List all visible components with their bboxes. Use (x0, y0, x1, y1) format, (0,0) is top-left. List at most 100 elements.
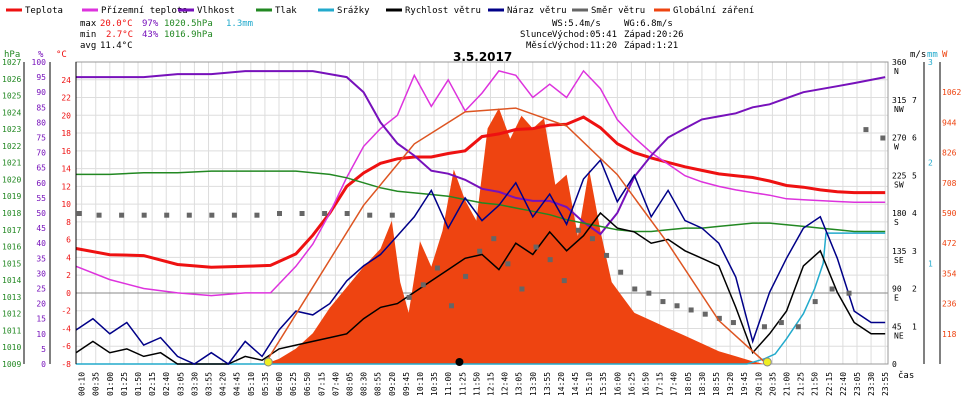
series-p-zemn-teplota (75, 69, 886, 297)
wind-dir-tick-label: N (894, 67, 899, 76)
pressure-tick-label: 1011 (2, 326, 21, 335)
point-smer-vetru (863, 127, 869, 133)
series-sr-ky (76, 232, 886, 365)
unit-hpa: hPa (4, 50, 20, 60)
sun-marker-icon (762, 357, 772, 367)
point-smer-vetru (96, 212, 102, 218)
stat-max-label: max (80, 19, 97, 29)
radiation-tick-label: 118 (942, 330, 957, 339)
point-smer-vetru (463, 273, 469, 279)
x-tick-label: 18:05 (684, 372, 693, 396)
x-tick-label: 12:15 (486, 372, 495, 396)
pressure-tick-label: 1009 (2, 360, 21, 369)
x-tick-label: 18:30 (698, 372, 707, 396)
x-tick-label: 04:45 (233, 372, 242, 396)
x-tick-label: 01:00 (106, 372, 115, 396)
humidity-tick-label: 15 (36, 315, 46, 324)
stat-max-hum: 97% (142, 19, 159, 29)
wind-speed-tick-label: 4 (912, 209, 917, 218)
temperature-tick-label: 8 (66, 218, 71, 227)
humidity-tick-label: 45 (36, 224, 46, 233)
x-tick-label: 16:25 (627, 372, 636, 396)
series-tlak (76, 170, 886, 233)
x-tick-label: 10:35 (430, 372, 439, 396)
point-smer-vetru (519, 286, 525, 292)
pressure-tick-label: 1019 (2, 192, 21, 201)
x-tick-label: 21:00 (783, 372, 792, 396)
humidity-tick-label: 85 (36, 103, 46, 112)
humidity-tick-label: 50 (36, 209, 46, 218)
point-smer-vetru (505, 261, 511, 267)
x-tick-label: 00:35 (92, 372, 101, 396)
humidity-tick-label: 70 (36, 149, 46, 158)
x-tick-label: 15:10 (585, 372, 594, 396)
clear-sky-curve (264, 107, 768, 365)
x-tick-label: 04:20 (219, 372, 228, 396)
x-tick-label: 01:50 (134, 372, 143, 396)
x-tick-label: 08:55 (374, 372, 383, 396)
legend-label: Směr větru (591, 6, 645, 16)
temperature-tick-label: 6 (66, 236, 71, 245)
wind-speed-tick-label: 7 (912, 96, 917, 105)
point-smer-vetru (164, 212, 170, 218)
radiation-tick-label: 826 (942, 149, 957, 158)
legend-item-vlhkost: Vlhkost (178, 6, 235, 16)
wind-dir-tick-label: 315 (892, 96, 907, 105)
x-tick-label: 10:10 (416, 372, 425, 396)
stat-max-rain: 1.3mm (226, 19, 253, 29)
temperature-tick-label: 14 (61, 165, 71, 174)
radiation-tick-label: 944 (942, 118, 957, 127)
x-tick-label: 19:20 (726, 372, 735, 396)
temperature-tick-label: -4 (61, 324, 71, 333)
legend-item-tlak: Tlak (256, 6, 297, 16)
x-tick-label: 03:30 (190, 372, 199, 396)
humidity-tick-label: 90 (36, 88, 46, 97)
pressure-tick-label: 1022 (2, 142, 21, 151)
temperature-tick-label: 4 (66, 253, 71, 262)
point-smer-vetru (646, 290, 652, 296)
x-tick-label: 13:55 (543, 372, 552, 396)
stat-avg-label: avg (80, 41, 96, 51)
humidity-tick-label: 100 (32, 58, 47, 67)
wind-dir-tick-label: NW (894, 105, 904, 114)
wind-dir-tick-label: 45 (892, 322, 902, 331)
pressure-tick-label: 1026 (2, 75, 21, 84)
x-tick-label: 07:15 (317, 372, 326, 396)
rain-tick-label: 1 (928, 259, 933, 268)
pressure-tick-label: 1024 (2, 108, 21, 117)
temperature-tick-label: 16 (61, 147, 71, 156)
point-smer-vetru (277, 211, 282, 216)
legend-label: Náraz větru (507, 6, 567, 16)
point-smer-vetru (367, 212, 373, 218)
legend-label: Přízemní teplota (101, 6, 188, 16)
x-tick-label: 20:35 (768, 372, 777, 396)
astro-info: WS:5.4m/s WG:6.8m/s Slunce Východ:05:41 … (520, 19, 684, 51)
moon-marker-icon (455, 358, 464, 366)
wind-dir-tick-label: SW (894, 180, 904, 189)
humidity-tick-label: 55 (36, 194, 46, 203)
pressure-tick-label: 1018 (2, 209, 21, 218)
pressure-tick-label: 1021 (2, 159, 21, 168)
unit-mm: mm (927, 50, 938, 60)
x-tick-label: 14:45 (571, 372, 580, 396)
radiation-layer (264, 108, 764, 364)
temperature-tick-label: 12 (61, 182, 71, 191)
x-tick-label: 23:30 (867, 372, 876, 396)
legend-item-prizemni-teplota: Přízemní teplota (82, 6, 188, 16)
wind-wg: WG:6.8m/s (624, 19, 673, 29)
wind-dir-tick-label: 135 (892, 247, 907, 256)
temperature-tick-label: 18 (61, 129, 71, 138)
x-tick-label: 15:35 (599, 372, 608, 396)
legend-label: Rychlost větru (405, 6, 481, 16)
x-tick-label: 05:35 (261, 372, 270, 396)
x-tick-label: 06:00 (275, 372, 284, 396)
moon-rise: Východ:11:20 (552, 41, 617, 51)
series-n-raz-v-tru (75, 158, 886, 366)
legend-label: Globální záření (673, 6, 754, 16)
pressure-tick-label: 1014 (2, 276, 21, 285)
x-tick-label: 19:45 (740, 372, 749, 396)
pressure-tick-label: 1025 (2, 92, 21, 101)
temperature-tick-label: 22 (61, 94, 71, 103)
